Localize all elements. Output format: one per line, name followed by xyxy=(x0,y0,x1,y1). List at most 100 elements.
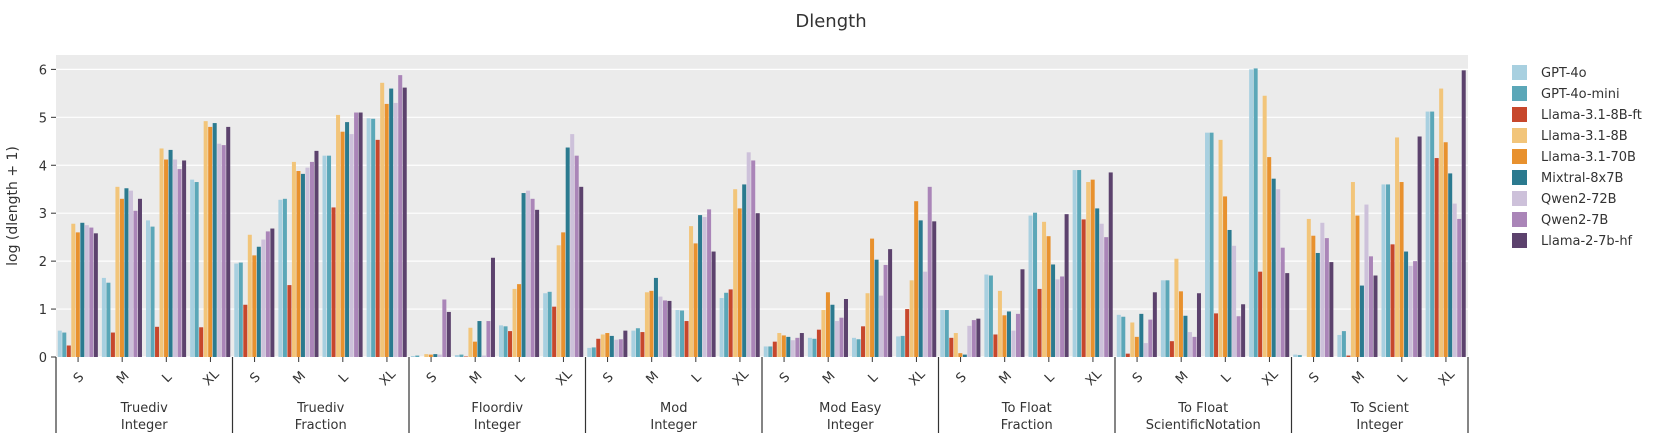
group-label-line1: Floordiv xyxy=(471,401,523,416)
bar xyxy=(543,293,548,357)
bar xyxy=(1386,184,1391,357)
bar xyxy=(314,150,319,357)
bar xyxy=(75,232,80,357)
bar xyxy=(839,317,844,357)
group-label-line1: Mod xyxy=(660,401,687,416)
bar xyxy=(565,147,570,357)
bar xyxy=(1381,184,1386,357)
x-tick-label: L xyxy=(160,370,176,386)
legend-label: Qwen2-72B xyxy=(1541,192,1617,207)
bar xyxy=(1448,173,1453,357)
bar xyxy=(856,339,861,357)
bar xyxy=(600,334,605,357)
bar xyxy=(570,134,575,357)
bar xyxy=(751,160,756,357)
bar xyxy=(997,290,1002,357)
x-tick-label: XL xyxy=(200,367,223,390)
bar xyxy=(331,207,336,357)
bar xyxy=(1121,316,1126,357)
bar xyxy=(1434,158,1439,357)
bar xyxy=(1218,139,1223,357)
bar xyxy=(834,321,839,357)
bar xyxy=(1276,189,1281,357)
bar xyxy=(1293,354,1298,357)
bar xyxy=(252,255,257,357)
bar xyxy=(238,262,243,357)
bar xyxy=(777,333,782,357)
bar xyxy=(437,354,442,357)
bar xyxy=(366,118,371,357)
bar xyxy=(1417,136,1422,357)
bar xyxy=(234,263,239,357)
bar xyxy=(614,339,619,357)
bar xyxy=(768,346,773,357)
bar xyxy=(345,122,350,357)
bar xyxy=(278,199,283,357)
bar xyxy=(1280,247,1285,357)
bar xyxy=(830,304,835,357)
bar xyxy=(1015,313,1020,357)
bar xyxy=(591,347,596,357)
bar xyxy=(1104,237,1109,357)
bar xyxy=(1064,214,1069,357)
bar xyxy=(698,215,703,357)
bar xyxy=(1395,137,1400,357)
bar xyxy=(914,201,919,357)
bar xyxy=(1055,279,1060,357)
bar xyxy=(526,190,531,357)
bar xyxy=(1439,88,1444,357)
bar xyxy=(552,306,557,357)
bar xyxy=(905,309,910,357)
bar xyxy=(173,159,178,357)
bar xyxy=(66,345,71,357)
bar xyxy=(71,223,76,357)
bar xyxy=(1174,258,1179,357)
bar xyxy=(261,239,266,357)
bar xyxy=(503,326,508,357)
bar xyxy=(1241,304,1246,357)
bar xyxy=(371,118,376,357)
bar xyxy=(781,335,786,357)
bar xyxy=(106,282,111,357)
bar xyxy=(888,249,893,357)
bar xyxy=(1125,353,1130,357)
x-tick-label: L xyxy=(689,370,705,386)
legend-label: GPT-4o-mini xyxy=(1541,87,1620,102)
bar xyxy=(1148,319,1153,357)
bar xyxy=(349,134,354,357)
x-tick-label: XL xyxy=(1259,367,1282,390)
bar xyxy=(702,217,707,357)
bar xyxy=(190,179,195,357)
x-tick-label: S xyxy=(424,370,440,386)
bar xyxy=(486,321,491,357)
bar xyxy=(477,321,482,357)
legend-swatch xyxy=(1512,65,1527,80)
legend-label: Llama-3.1-8B xyxy=(1541,129,1628,144)
bar xyxy=(402,87,407,357)
x-tick-label: S xyxy=(71,370,87,386)
x-tick-label: M xyxy=(1173,369,1192,388)
bar xyxy=(1130,322,1135,357)
bar xyxy=(1227,229,1232,357)
bar xyxy=(988,275,993,357)
bar xyxy=(1425,111,1430,357)
bar xyxy=(812,338,817,357)
bar xyxy=(128,190,133,357)
bar xyxy=(327,155,332,357)
bar xyxy=(556,245,561,357)
bar xyxy=(1002,315,1007,357)
group-label-line1: To Float xyxy=(1001,401,1052,416)
bar xyxy=(1006,311,1011,357)
bar xyxy=(1152,292,1157,357)
bar xyxy=(1072,170,1077,357)
bar xyxy=(226,126,231,358)
bar xyxy=(393,102,398,357)
bar xyxy=(861,326,866,357)
bar xyxy=(579,186,584,357)
bar xyxy=(1390,244,1395,357)
bar xyxy=(587,347,592,357)
bar xyxy=(1315,252,1320,357)
x-tick-label: L xyxy=(1219,370,1235,386)
x-tick-label: S xyxy=(777,370,793,386)
bar xyxy=(653,277,658,357)
